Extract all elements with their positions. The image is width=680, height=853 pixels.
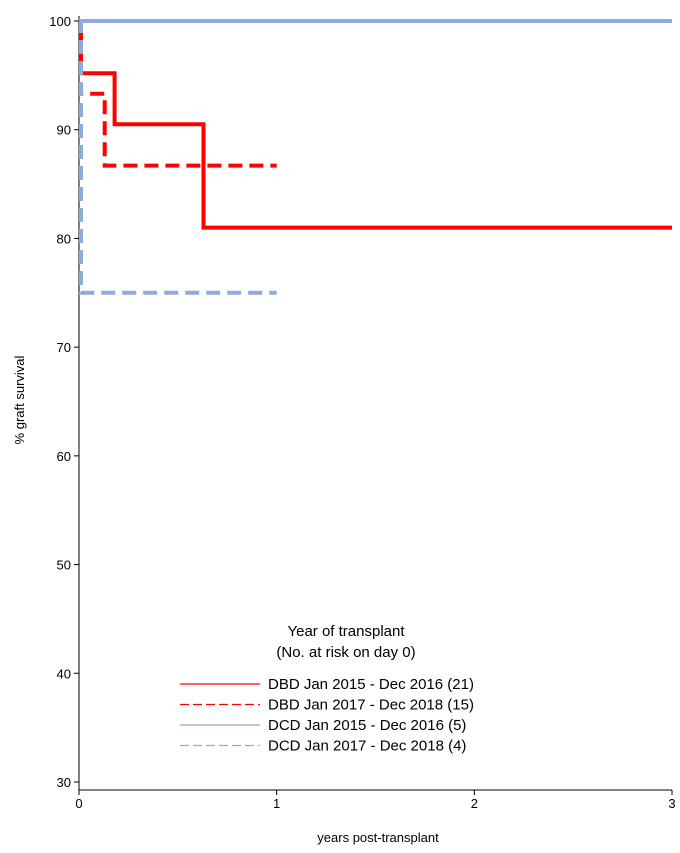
- x-tick-label: 0: [75, 796, 82, 811]
- y-tick-label: 100: [49, 14, 71, 29]
- legend-label-2: DBD Jan 2017 - Dec 2018 (15): [268, 697, 474, 714]
- series-line-2: [79, 19, 277, 168]
- legend-label-4: DCD Jan 2017 - Dec 2018 (4): [268, 738, 466, 755]
- legend-label-3: DCD Jan 2015 - Dec 2016 (5): [268, 717, 466, 734]
- x-tick-label: 2: [471, 796, 478, 811]
- y-tick-label: 40: [57, 666, 71, 681]
- series-line-1: [79, 19, 672, 230]
- x-tick-label: 1: [273, 796, 280, 811]
- legend: Year of transplant (No. at risk on day 0…: [180, 623, 474, 755]
- y-axis-label: % graft survival: [12, 355, 27, 444]
- series-line-4: [79, 19, 277, 295]
- y-tick-label: 70: [57, 340, 71, 355]
- series-lines: [79, 19, 672, 295]
- y-tick-label: 60: [57, 449, 71, 464]
- axes: [78, 16, 672, 791]
- x-ticks: 0 1 2 3: [75, 790, 676, 811]
- y-tick-label: 30: [57, 775, 71, 790]
- x-axis-label: years post-transplant: [317, 830, 439, 845]
- legend-items: DBD Jan 2015 - Dec 2016 (21) DBD Jan 2017…: [180, 676, 474, 755]
- legend-label-1: DBD Jan 2015 - Dec 2016 (21): [268, 676, 474, 693]
- legend-title-line2: (No. at risk on day 0): [276, 644, 415, 661]
- y-tick-label: 50: [57, 558, 71, 573]
- y-ticks: 30 40 50 60 70 80 90 100: [49, 14, 79, 790]
- y-tick-label: 90: [57, 123, 71, 138]
- legend-title-line1: Year of transplant: [287, 623, 405, 640]
- y-tick-label: 80: [57, 231, 71, 246]
- x-tick-label: 3: [668, 796, 675, 811]
